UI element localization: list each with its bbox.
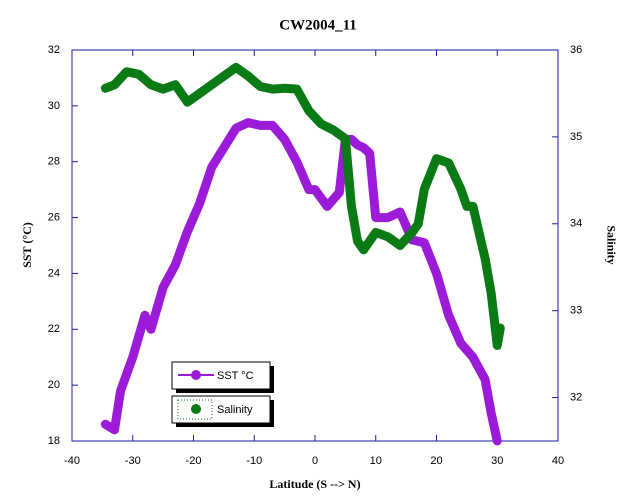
x-tick-label: 30 (491, 455, 503, 467)
legend-item: Salinity (171, 395, 274, 427)
y-tick-label: 30 (48, 100, 60, 112)
y2-tick-label: 36 (570, 44, 582, 56)
y2-tick-label: 34 (570, 218, 582, 230)
x-tick-label: 10 (370, 455, 382, 467)
y-axis-title: SST (°C) (20, 222, 34, 268)
legend-item: SST °C (171, 361, 274, 393)
y2-tick-label: 32 (570, 391, 582, 403)
legend-label: Salinity (217, 404, 253, 416)
legend-label: SST °C (217, 370, 254, 382)
y-tick-label: 26 (48, 211, 60, 223)
data-line (100, 62, 505, 350)
legend-box (171, 395, 271, 424)
y-tick-label: 28 (48, 156, 60, 168)
legend-dots (177, 399, 213, 420)
y-tick-label: 32 (48, 44, 60, 56)
legend-marker (191, 404, 201, 414)
x-tick-label: -40 (64, 455, 80, 467)
y-tick-label: 20 (48, 379, 60, 391)
x-tick-label: 20 (430, 455, 442, 467)
x-tick-label: 0 (312, 455, 318, 467)
y-tick-label: 24 (48, 267, 60, 279)
y2-tick-label: 35 (570, 131, 582, 143)
y-tick-label: 18 (48, 435, 60, 447)
y-tick-label: 22 (48, 323, 60, 335)
x-tick-label: 40 (552, 455, 564, 467)
x-tick-label: -30 (125, 455, 141, 467)
x-tick-label: -20 (186, 455, 202, 467)
y2-tick-label: 33 (570, 305, 582, 317)
y2-axis-title: Salinity (604, 225, 618, 264)
data-line (100, 118, 502, 446)
x-axis-title: Latitude (S --> N) (269, 477, 360, 491)
x-tick-label: -10 (246, 455, 262, 467)
chart-title: CW2004_11 (279, 17, 357, 33)
legend-marker (191, 370, 201, 380)
